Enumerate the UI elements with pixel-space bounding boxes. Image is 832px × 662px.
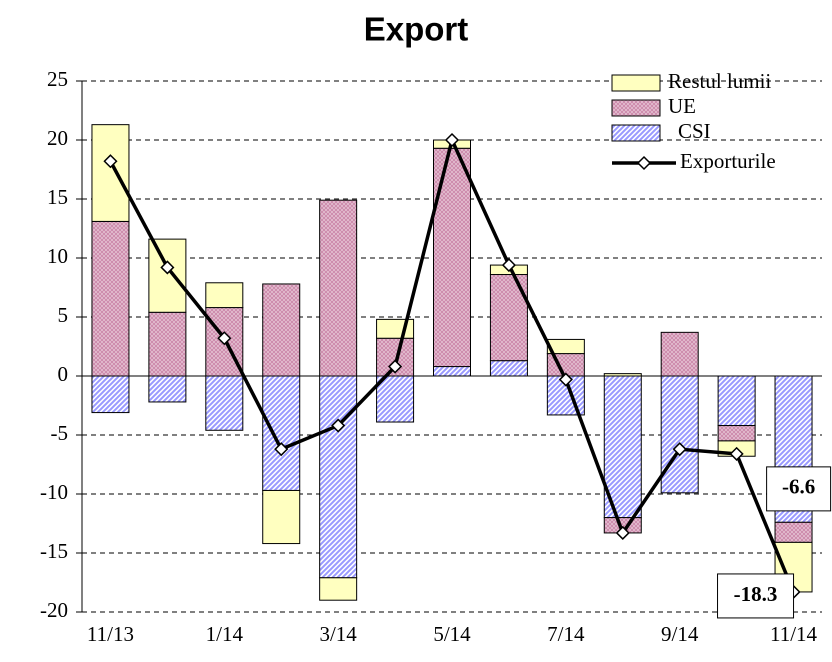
bar: [319, 577, 358, 601]
bar: [148, 311, 187, 377]
y-tick-label: -20: [40, 598, 68, 622]
x-tick-label: 11/14: [770, 622, 818, 646]
legend-swatch: [611, 124, 661, 142]
marker: [103, 154, 118, 169]
bar: [433, 366, 471, 377]
marker: [331, 418, 346, 433]
marker: [444, 132, 460, 148]
bar: [91, 220, 130, 377]
y-tick-label: 0: [58, 362, 69, 386]
legend-swatch: [611, 99, 661, 117]
y-tick-label: -5: [51, 421, 69, 445]
marker: [217, 331, 232, 346]
bar: [148, 375, 187, 403]
marker: [729, 446, 744, 461]
bar: [91, 375, 130, 414]
x-tick-label: 9/14: [661, 622, 699, 646]
bar: [205, 282, 244, 309]
bar: [546, 338, 585, 355]
marker: [501, 258, 516, 273]
value-label-box: [766, 466, 832, 512]
marker: [160, 260, 175, 275]
bar: [660, 331, 699, 377]
x-tick-label: 11/13: [87, 622, 134, 646]
bar: [660, 375, 699, 494]
y-tick-label: 25: [47, 67, 68, 91]
legend-swatch: [611, 74, 661, 92]
legend-label: CSI: [678, 119, 711, 143]
legend-label: Exporturile: [680, 149, 776, 173]
marker: [274, 442, 289, 457]
value-label: -18.3: [734, 582, 778, 606]
bar: [91, 124, 130, 222]
bar: [319, 199, 358, 377]
bar: [319, 375, 358, 579]
y-tick-label: -10: [40, 480, 68, 504]
bar: [262, 489, 301, 545]
x-tick-label: 7/14: [547, 622, 585, 646]
marker: [672, 442, 687, 457]
bar: [717, 425, 756, 442]
bar: [603, 375, 642, 519]
bar: [148, 238, 187, 313]
marker: [388, 359, 403, 374]
x-tick-label: 5/14: [433, 622, 471, 646]
bar: [262, 375, 301, 491]
marker: [558, 372, 573, 387]
chart-title: Export: [364, 11, 469, 48]
value-label: -6.6: [782, 475, 815, 499]
y-tick-label: 20: [47, 126, 68, 150]
bar: [489, 360, 528, 377]
y-tick-label: 10: [47, 244, 68, 268]
bar: [717, 375, 756, 427]
legend-marker: [636, 155, 652, 171]
bar: [433, 147, 471, 368]
marker: [615, 525, 630, 541]
legend-label: UE: [668, 94, 696, 118]
x-tick-label: 3/14: [319, 622, 357, 646]
x-tick-label: 1/14: [206, 622, 244, 646]
value-label-box: [717, 573, 795, 619]
bar: [774, 521, 813, 543]
y-tick-label: -15: [40, 539, 68, 563]
bar: [205, 375, 244, 431]
legend-label: Restul lumii: [668, 69, 771, 93]
bar: [262, 283, 301, 377]
bar: [376, 375, 415, 423]
y-tick-label: 5: [58, 303, 69, 327]
y-tick-label: 15: [47, 185, 68, 209]
